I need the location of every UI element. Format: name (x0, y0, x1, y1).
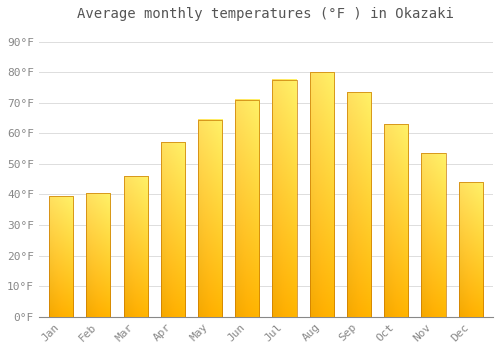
Bar (124, 176, 148, 317)
Bar (198, 120, 222, 317)
Bar (160, 142, 185, 317)
Bar (422, 153, 446, 317)
Bar (310, 72, 334, 317)
Bar (86, 193, 110, 317)
Bar (235, 100, 260, 317)
Bar (458, 182, 483, 317)
Bar (49, 196, 73, 317)
Title: Average monthly temperatures (°F ) in Okazaki: Average monthly temperatures (°F ) in Ok… (78, 7, 454, 21)
Bar (347, 92, 371, 317)
Bar (384, 124, 408, 317)
Bar (272, 80, 296, 317)
